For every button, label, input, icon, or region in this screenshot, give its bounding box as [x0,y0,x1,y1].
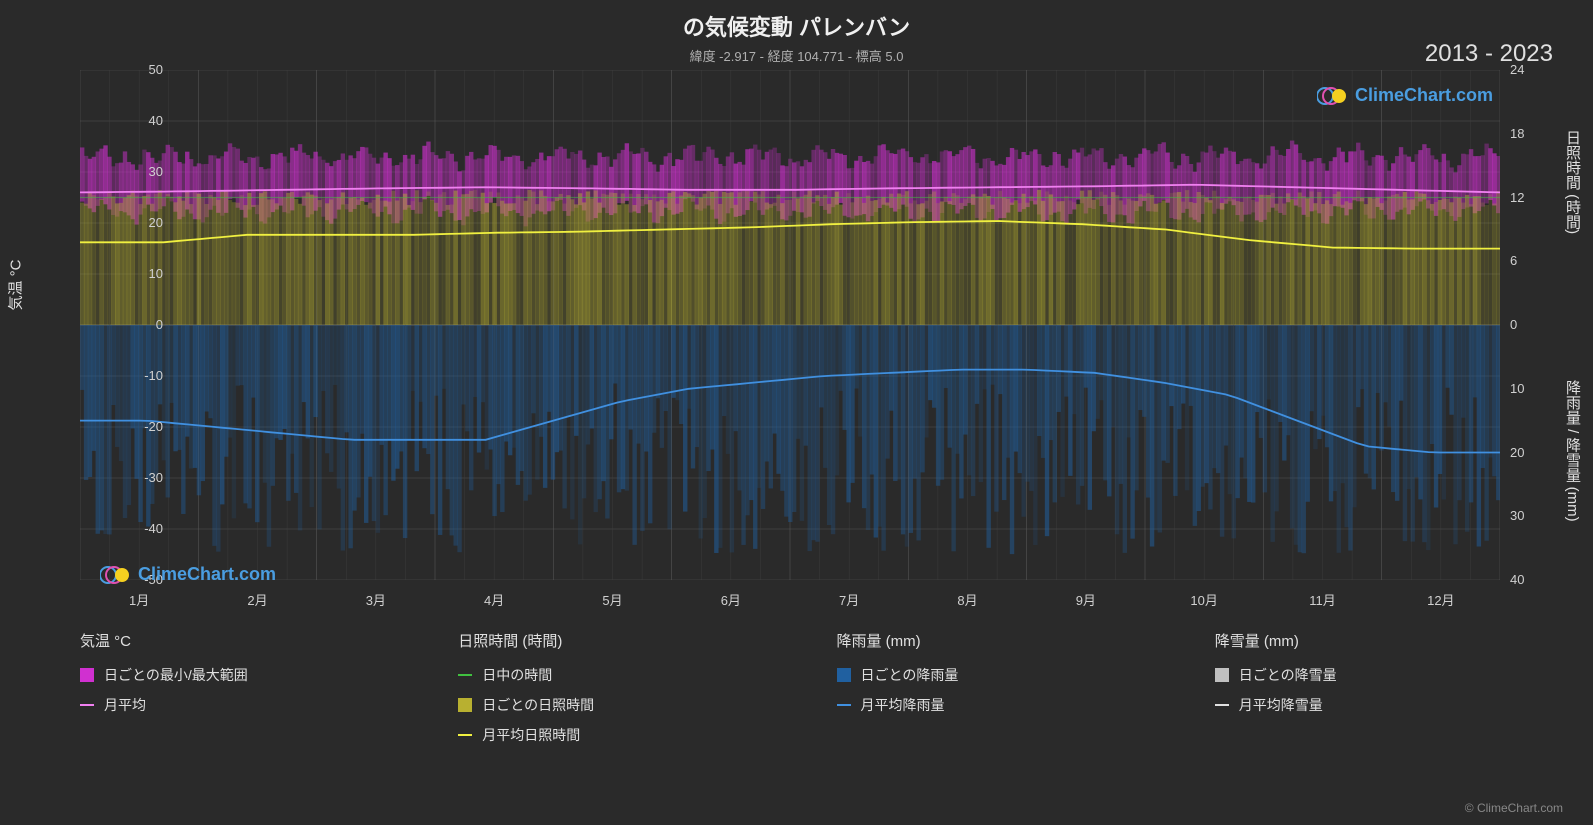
legend-header: 気温 °C [80,630,398,651]
legend-label: 日ごとの降雨量 [861,665,959,685]
legend-line-icon [837,704,851,706]
x-tick-month: 6月 [701,590,761,609]
legend-label: 月平均 [104,695,146,715]
y-axis-right-bottom-label: 降雨量 / 降雪量 (mm) [1562,380,1583,522]
legend-label: 日ごとの降雪量 [1239,665,1337,685]
legend-label: 日中の時間 [482,665,552,685]
y-tick-left: -20 [123,419,163,434]
watermark-top-right: ClimeChart.com [1317,85,1493,106]
y-tick-left: -10 [123,368,163,383]
legend-col-rain: 降雨量 (mm) 日ごとの降雨量月平均降雨量 [837,630,1155,755]
x-tick-month: 4月 [464,590,524,609]
y-tick-left: 0 [123,317,163,332]
legend-swatch-icon [837,668,851,682]
x-tick-month: 12月 [1411,590,1471,609]
legend-header: 降雪量 (mm) [1215,630,1533,651]
x-tick-month: 11月 [1293,590,1353,609]
chart-svg [80,70,1500,580]
legend-label: 日ごとの日照時間 [482,695,594,715]
y-tick-right-top: 24 [1510,62,1524,77]
watermark-logo-icon [1317,86,1349,106]
y-tick-right-bottom: 40 [1510,572,1524,587]
y-tick-left: -30 [123,470,163,485]
title-area: の気候変動 パレンバン 緯度 -2.917 - 経度 104.771 - 標高 … [0,0,1593,65]
watermark-text: ClimeChart.com [1355,85,1493,106]
x-tick-month: 5月 [583,590,643,609]
legend-col-snow: 降雪量 (mm) 日ごとの降雪量月平均降雪量 [1215,630,1533,755]
legend-swatch-icon [80,668,94,682]
legend-swatch-icon [1215,668,1229,682]
year-range: 2013 - 2023 [1425,40,1553,68]
chart-subtitle: 緯度 -2.917 - 経度 104.771 - 標高 5.0 [0,46,1593,65]
y-tick-right-top: 0 [1510,317,1517,332]
legend-col-temp: 気温 °C 日ごとの最小/最大範囲月平均 [80,630,398,755]
legend-label: 月平均降雨量 [861,695,945,715]
plot-area [80,70,1500,580]
y-tick-right-top: 18 [1510,126,1524,141]
watermark-text: ClimeChart.com [138,564,276,585]
y-tick-left: -40 [123,521,163,536]
legend-label: 日ごとの最小/最大範囲 [104,665,248,685]
x-tick-month: 9月 [1056,590,1116,609]
legend-swatch-icon [458,698,472,712]
chart-title: の気候変動 パレンバン [0,10,1593,42]
y-tick-right-bottom: 30 [1510,508,1524,523]
y-tick-left: 10 [123,266,163,281]
legend-item: 月平均 [80,695,398,715]
x-tick-month: 7月 [819,590,879,609]
legend-item: 日ごとの降雨量 [837,665,1155,685]
x-tick-month: 10月 [1174,590,1234,609]
legend-header: 日照時間 (時間) [458,630,776,651]
y-axis-left-label: 気温 °C [5,260,26,311]
y-axis-right-top-label: 日照時間 (時間) [1562,130,1583,234]
x-tick-month: 2月 [228,590,288,609]
legend-item: 月平均降雪量 [1215,695,1533,715]
legend-item: 月平均降雨量 [837,695,1155,715]
legend-item: 日ごとの最小/最大範囲 [80,665,398,685]
legend-item: 月平均日照時間 [458,725,776,745]
y-tick-left: 50 [123,62,163,77]
legend-line-icon [80,704,94,706]
legend-item: 日ごとの降雪量 [1215,665,1533,685]
legend-item: 日ごとの日照時間 [458,695,776,715]
legend-label: 月平均日照時間 [482,725,580,745]
y-tick-right-top: 6 [1510,253,1517,268]
y-tick-left: 30 [123,164,163,179]
x-tick-month: 8月 [938,590,998,609]
watermark-bottom-left: ClimeChart.com [100,564,276,585]
legend-item: 日中の時間 [458,665,776,685]
y-tick-right-bottom: 10 [1510,381,1524,396]
x-tick-month: 3月 [346,590,406,609]
legend-label: 月平均降雪量 [1239,695,1323,715]
legend-header: 降雨量 (mm) [837,630,1155,651]
x-tick-month: 1月 [109,590,169,609]
legend-line-icon [458,734,472,736]
legend-line-icon [1215,704,1229,706]
legend-line-icon [458,674,472,676]
y-tick-right-top: 12 [1510,190,1524,205]
legend: 気温 °C 日ごとの最小/最大範囲月平均 日照時間 (時間) 日中の時間日ごとの… [80,630,1533,755]
legend-col-sun: 日照時間 (時間) 日中の時間日ごとの日照時間月平均日照時間 [458,630,776,755]
climate-chart: の気候変動 パレンバン 緯度 -2.917 - 経度 104.771 - 標高 … [0,0,1593,825]
y-tick-right-bottom: 20 [1510,445,1524,460]
copyright: © ClimeChart.com [1465,801,1563,815]
y-tick-left: 20 [123,215,163,230]
watermark-logo-icon [100,565,132,585]
y-tick-left: 40 [123,113,163,128]
